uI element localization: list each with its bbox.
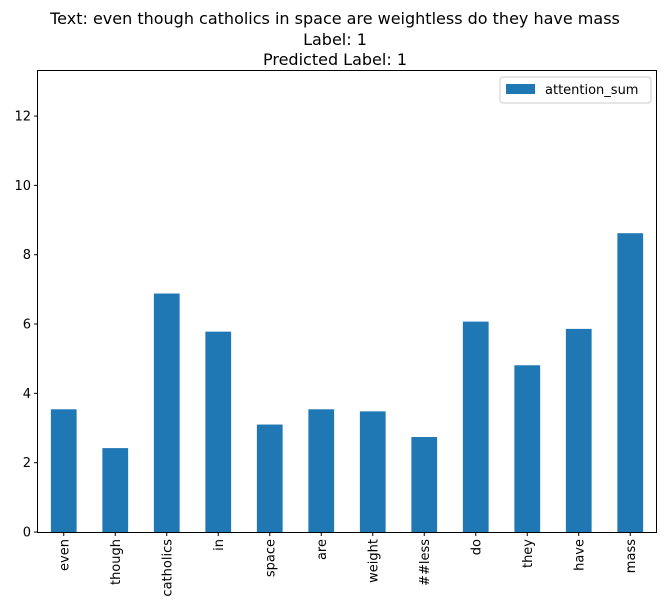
- bar-they: [514, 365, 541, 532]
- bar-less: [411, 437, 438, 532]
- chart-title: Text: even though catholics in space are…: [49, 9, 620, 69]
- x-tick-label: do: [469, 539, 484, 555]
- x-tick-label: even: [57, 539, 72, 571]
- x-tick-label: have: [572, 539, 587, 571]
- title-text-line: Text: even though catholics in space are…: [49, 9, 620, 28]
- bar-space: [256, 424, 283, 532]
- bar-weight: [359, 411, 386, 532]
- y-tick-label: 8: [23, 248, 31, 263]
- bar-do: [462, 321, 489, 532]
- x-tick-label: catholics: [160, 539, 175, 597]
- y-axis: 0 2 4 6 8 10 12: [14, 110, 38, 541]
- x-tick-label: they: [521, 539, 536, 568]
- x-tick-label: mass: [624, 539, 639, 573]
- bar-even: [50, 409, 77, 532]
- title-predicted-label-line: Predicted Label: 1: [263, 50, 407, 69]
- plot-area-frame: [37, 70, 657, 533]
- bar-mass: [617, 233, 644, 532]
- x-tick-label: ##less: [418, 539, 433, 586]
- legend-box: [499, 76, 652, 104]
- bar-in: [205, 331, 232, 532]
- legend-label: attention_sum: [545, 83, 638, 98]
- x-tick-label: weight: [366, 539, 381, 583]
- title-label-line: Label: 1: [303, 30, 367, 49]
- bars-layer: [50, 233, 644, 532]
- x-tick-label: though: [109, 539, 124, 585]
- x-tick-label: in: [212, 539, 227, 551]
- y-tick-label: 0: [23, 526, 31, 541]
- y-tick-label: 12: [14, 110, 31, 125]
- x-axis: even though catholics in space are weight ##les…: [57, 532, 639, 597]
- bar-catholics: [153, 293, 180, 532]
- bar-are: [308, 409, 335, 532]
- legend: attention_sum: [499, 76, 652, 104]
- y-tick-label: 6: [23, 318, 31, 333]
- bar-have: [565, 328, 592, 532]
- y-tick-label: 10: [14, 179, 31, 194]
- y-tick-label: 4: [23, 387, 31, 402]
- y-tick-label: 2: [23, 456, 31, 471]
- x-tick-label: are: [315, 539, 330, 560]
- x-tick-label: space: [263, 539, 278, 577]
- legend-swatch: [506, 84, 535, 94]
- bar-though: [102, 448, 129, 532]
